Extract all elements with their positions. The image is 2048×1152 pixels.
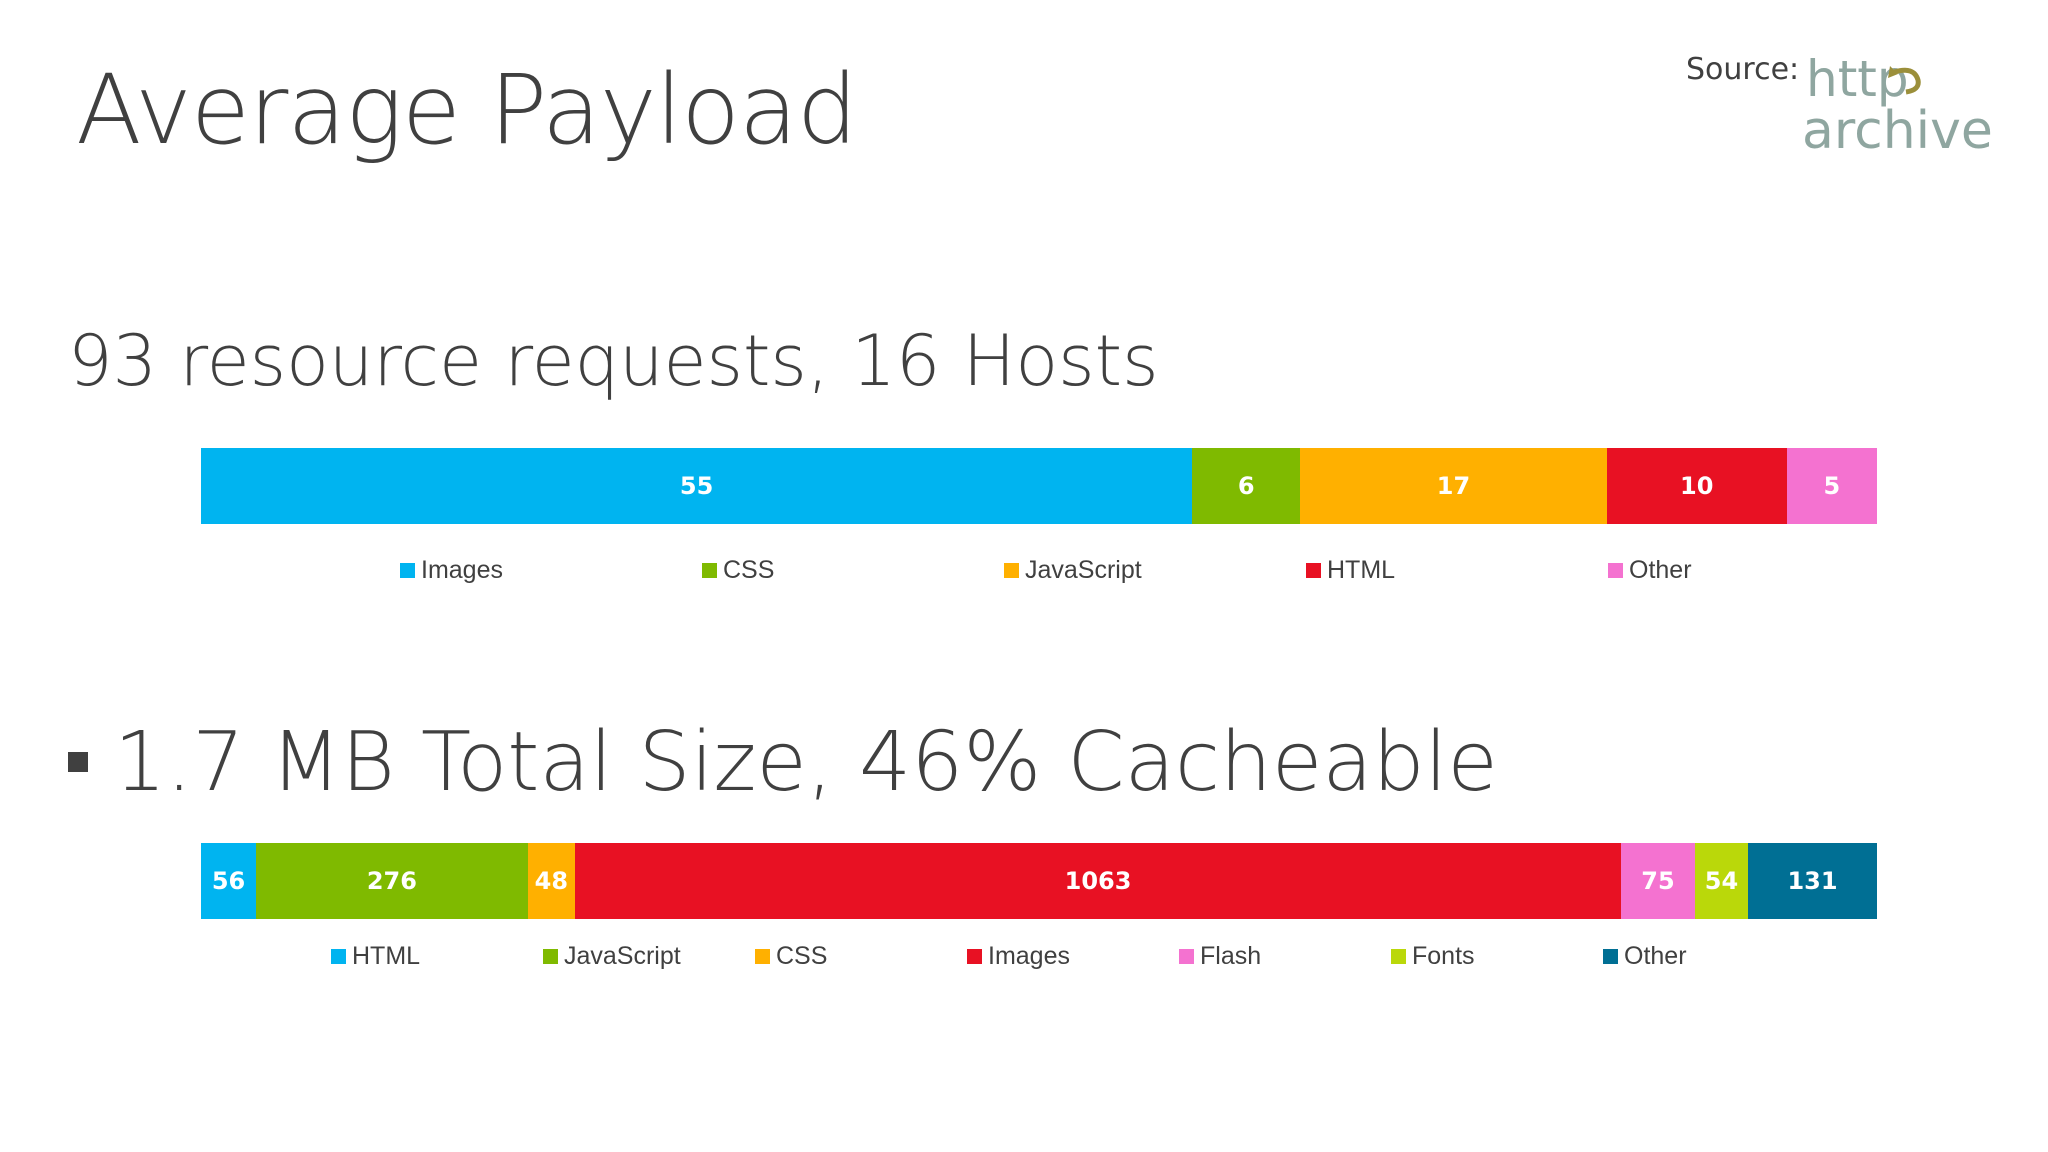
legend-item-flash: Flash [1179,942,1261,971]
legend-label: CSS [776,942,828,970]
slide-title: Average Payload [76,54,858,166]
source-label: Source: [1686,52,1800,87]
bar-segment-images: 55 [201,448,1193,524]
bar-segment-images: 1063 [574,843,1622,919]
legend-label: Images [421,556,503,584]
legend-swatch [331,949,346,964]
http-archive-logo: http archive [1802,50,1993,160]
legend-label: JavaScript [564,942,681,970]
legend-item-javascript: JavaScript [543,942,681,971]
legend-swatch [1608,563,1623,578]
logo-arrow-icon [1893,67,1921,95]
legend-label: Flash [1200,942,1262,970]
chart2-stacked-bar: 56 276 48 1063 75 54 131 [201,843,1877,919]
chart2-title: 1.7 MB Total Size, 46% Cacheable [114,715,1498,810]
bar-segment-javascript: 276 [256,843,528,919]
logo-arrowhead-icon [1888,66,1898,78]
logo-text-bottom: archive [1802,101,1993,160]
bar-segment-fonts: 54 [1694,843,1749,919]
bar-segment-css: 6 [1192,448,1301,524]
chart2-legend: HTML JavaScript CSS Images Flash Fonts Other [201,942,1877,982]
legend-swatch [702,563,717,578]
legend-item-fonts: Fonts [1391,942,1475,971]
legend-label: JavaScript [1025,556,1142,584]
legend-label: Other [1624,942,1687,970]
chart1-stacked-bar: 55 6 17 10 5 [201,448,1877,524]
bar-segment-flash: 75 [1621,843,1695,919]
legend-item-images: Images [400,556,503,585]
legend-swatch [543,949,558,964]
legend-swatch [1306,563,1321,578]
bullet-icon [68,752,88,772]
legend-swatch [755,949,770,964]
legend-swatch [400,563,415,578]
legend-label: CSS [723,556,775,584]
legend-label: Images [988,942,1070,970]
bar-segment-html: 56 [201,843,257,919]
legend-swatch [1391,949,1406,964]
legend-item-html: HTML [331,942,420,971]
legend-item-other: Other [1603,942,1687,971]
chart1-legend: Images CSS JavaScript HTML Other [201,556,1877,596]
bar-segment-javascript: 17 [1300,448,1607,524]
bar-segment-other: 5 [1786,448,1877,524]
legend-item-html: HTML [1306,556,1395,585]
legend-label: HTML [1327,556,1396,584]
legend-item-images: Images [967,942,1070,971]
legend-label: Other [1629,556,1692,584]
legend-swatch [967,949,982,964]
chart1-title: 93 resource requests, 16 Hosts [68,320,1159,402]
legend-label: Fonts [1412,942,1475,970]
legend-item-css: CSS [755,942,827,971]
legend-swatch [1179,949,1194,964]
bar-segment-html: 10 [1606,448,1787,524]
bar-segment-css: 48 [527,843,575,919]
legend-swatch [1004,563,1019,578]
bar-segment-other: 131 [1748,843,1877,919]
legend-item-other: Other [1608,556,1692,585]
legend-swatch [1603,949,1618,964]
logo-text-top: http [1806,50,1909,108]
legend-label: HTML [352,942,421,970]
legend-item-javascript: JavaScript [1004,556,1142,585]
legend-item-css: CSS [702,556,774,585]
